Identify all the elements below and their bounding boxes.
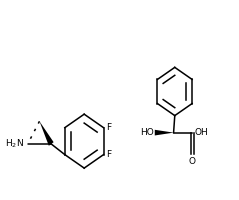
- Text: O: O: [189, 157, 196, 166]
- Text: F: F: [106, 150, 111, 159]
- Text: F: F: [106, 123, 111, 132]
- Polygon shape: [155, 130, 174, 135]
- Polygon shape: [39, 121, 54, 146]
- Text: H$_2$N: H$_2$N: [5, 138, 24, 150]
- Text: OH: OH: [194, 128, 208, 137]
- Text: HO: HO: [140, 128, 154, 137]
